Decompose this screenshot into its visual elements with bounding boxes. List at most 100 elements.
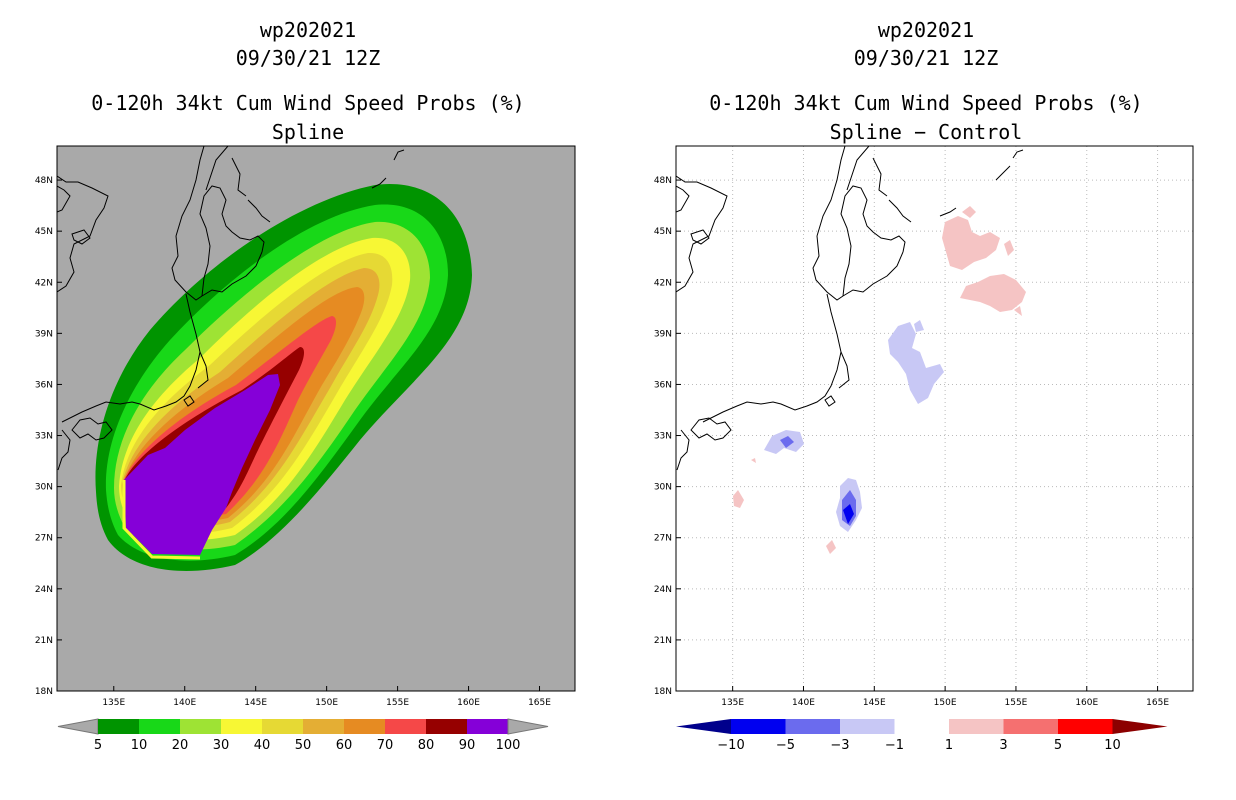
colorbar-swatch (426, 719, 467, 734)
x-tick-label: 155E (1005, 698, 1028, 708)
left-plot-frame (56, 145, 576, 692)
colorbar-over-arrow (1112, 719, 1168, 734)
x-tick-label: 160E (457, 698, 480, 708)
diff-positive-patch-east (960, 274, 1026, 312)
left-title-subtitle: Spline (272, 120, 344, 144)
y-tick-label: 21N (654, 636, 672, 646)
colorbar-swatch (303, 719, 344, 734)
left-axis-ticks: 135E 140E 145E 150E 155E 160E 165E 48N 45N 42N 39N… (35, 176, 551, 708)
colorbar-swatch (949, 719, 1004, 734)
colorbar-swatch (344, 719, 385, 734)
diff-positive-patch-small-2 (1014, 306, 1022, 316)
y-tick-label: 45N (654, 227, 672, 237)
x-tick-label: 140E (173, 698, 196, 708)
right-difference-contours (733, 206, 1026, 554)
y-tick-label: 33N (35, 432, 53, 442)
right-colorbar: −10 −5 −3 −1 1 3 5 10 (676, 719, 1168, 753)
x-tick-label: 165E (528, 698, 551, 708)
y-tick-label: 24N (654, 585, 672, 595)
y-tick-label: 33N (654, 432, 672, 442)
diff-positive-dot (751, 458, 756, 463)
colorbar-swatch (731, 719, 786, 734)
y-tick-label: 30N (654, 483, 672, 493)
x-tick-label: 135E (721, 698, 744, 708)
y-tick-label: 45N (35, 227, 53, 237)
y-tick-label: 42N (35, 278, 53, 288)
right-grid (676, 146, 1193, 692)
diff-negative-level-3 (843, 504, 854, 524)
swath-edge-band (122, 480, 201, 560)
diff-positive-patch-south (826, 540, 836, 554)
y-tick-label: 30N (35, 483, 53, 493)
colorbar-label: 40 (254, 738, 271, 753)
diff-positive-patch-top (962, 206, 976, 218)
colorbar-label: 10 (1104, 738, 1121, 753)
right-panel: wp202021 09/30/21 12Z 0-120h 34kt Cum Wi… (654, 18, 1194, 753)
left-colorbar: 5 10 20 30 40 50 60 70 80 90 100 (57, 718, 549, 753)
colorbar-label: −3 (830, 738, 849, 753)
left-coastlines (57, 146, 405, 471)
y-tick-label: 27N (654, 534, 672, 544)
colorbar-label: 1 (945, 738, 953, 753)
diff-negative-core-west (780, 436, 794, 448)
y-tick-label: 21N (35, 636, 53, 646)
colorbar-label: 3 (999, 738, 1007, 753)
colorbar-label: −10 (717, 738, 744, 753)
x-tick-label: 135E (102, 698, 125, 708)
colorbar-label: 30 (213, 738, 230, 753)
colorbar-swatch (785, 719, 840, 734)
x-tick-label: 160E (1075, 698, 1098, 708)
right-coastlines (676, 146, 1024, 471)
left-probability-swath (95, 184, 473, 572)
y-tick-label: 42N (654, 278, 672, 288)
colorbar-label: 60 (336, 738, 353, 753)
x-tick-label: 155E (386, 698, 409, 708)
colorbar-under-arrow (57, 718, 99, 735)
diff-positive-patch-small-1 (1004, 240, 1014, 256)
diff-negative-patch-mid (888, 322, 944, 404)
right-title-subtitle: Spline − Control (830, 120, 1023, 144)
colorbar-label: 100 (496, 738, 521, 753)
y-tick-label: 48N (654, 176, 672, 186)
left-title-storm: wp202021 (260, 18, 356, 42)
colorbar-swatch (894, 719, 949, 734)
colorbar-label: 50 (295, 738, 312, 753)
colorbar-label: 90 (459, 738, 476, 753)
y-tick-label: 18N (35, 687, 53, 697)
colorbar-label: −1 (885, 738, 904, 753)
colorbar-label: 80 (418, 738, 435, 753)
x-tick-label: 140E (792, 698, 815, 708)
diff-positive-patch-west (733, 490, 744, 508)
left-panel: wp202021 09/30/21 12Z 0-120h 34kt Cum Wi… (35, 18, 576, 753)
colorbar-swatch (1058, 719, 1113, 734)
y-tick-label: 18N (654, 687, 672, 697)
right-map-background (676, 146, 1193, 691)
colorbar-over-arrow (507, 718, 549, 735)
y-tick-label: 36N (654, 380, 672, 390)
right-title-datetime: 09/30/21 12Z (854, 46, 999, 70)
colorbar-swatch (840, 719, 895, 734)
colorbar-swatch (180, 719, 221, 734)
y-tick-label: 39N (35, 329, 53, 339)
y-tick-label: 39N (654, 329, 672, 339)
right-title-variable: 0-120h 34kt Cum Wind Speed Probs (%) (709, 91, 1142, 115)
colorbar-swatch (1003, 719, 1058, 734)
colorbar-swatch (385, 719, 426, 734)
right-axis-ticks: 135E 140E 145E 150E 155E 160E 165E 48N 45N 42N 39N… (654, 176, 1170, 708)
x-tick-label: 150E (315, 698, 338, 708)
left-title-datetime: 09/30/21 12Z (236, 46, 381, 70)
colorbar-label: 70 (377, 738, 394, 753)
colorbar-swatch (98, 719, 139, 734)
colorbar-label: 20 (172, 738, 189, 753)
right-plot-frame (675, 145, 1194, 692)
left-title-variable: 0-120h 34kt Cum Wind Speed Probs (%) (91, 91, 524, 115)
y-tick-label: 48N (35, 176, 53, 186)
colorbar-swatch (262, 719, 303, 734)
y-tick-label: 27N (35, 534, 53, 544)
colorbar-swatch (139, 719, 180, 734)
y-tick-label: 36N (35, 380, 53, 390)
colorbar-label: −5 (776, 738, 795, 753)
swath-level-90-100 (124, 374, 280, 555)
colorbar-swatch (467, 719, 508, 734)
